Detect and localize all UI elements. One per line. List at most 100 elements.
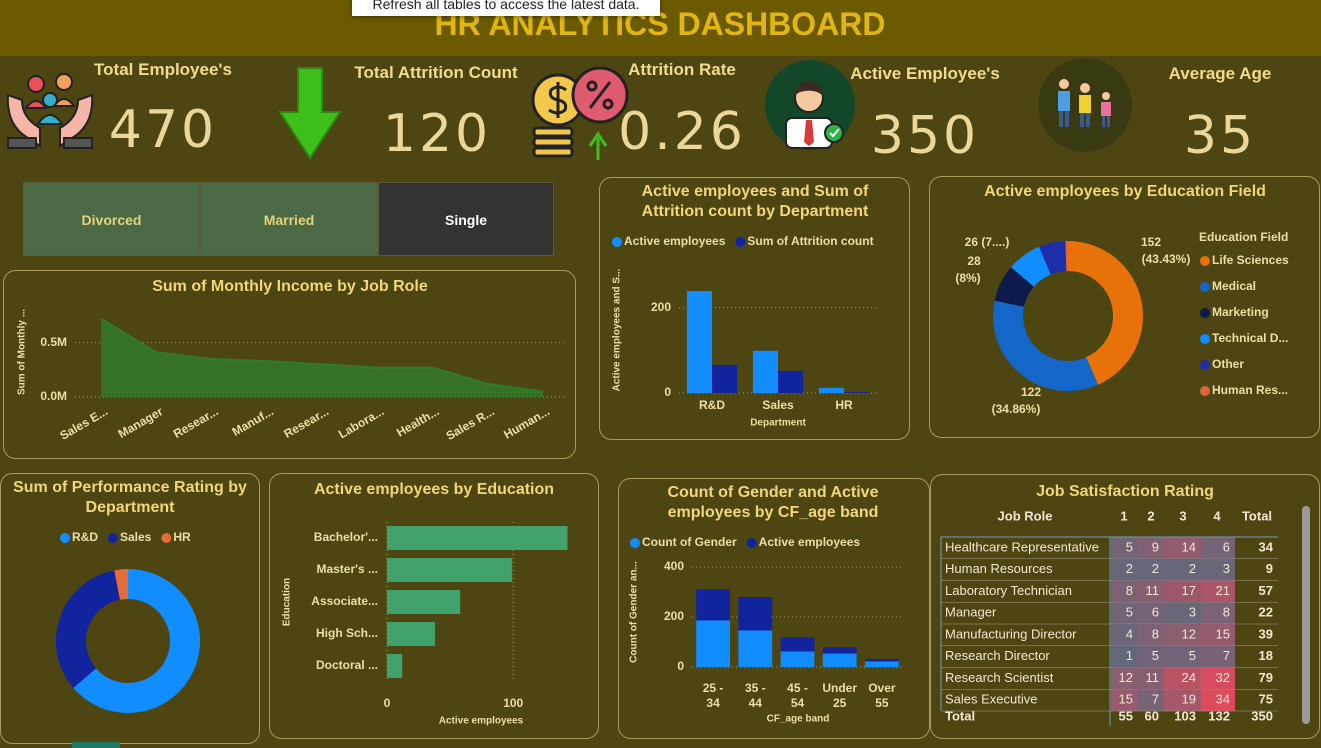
donut-slice bbox=[993, 300, 1099, 392]
legend-marker bbox=[1200, 386, 1210, 396]
heat-cell bbox=[1201, 558, 1235, 581]
cell-value: 8 bbox=[1152, 626, 1159, 641]
panel bbox=[930, 474, 1320, 739]
cell-value: 24 bbox=[1182, 670, 1196, 685]
cell-value: 32 bbox=[1216, 670, 1230, 685]
y-tick-label: Bachelor'... bbox=[314, 530, 378, 544]
heat-cell bbox=[1164, 689, 1201, 711]
cell-value: 5 bbox=[1189, 648, 1196, 663]
y-tick-label: High Sch... bbox=[316, 626, 378, 640]
legend-marker bbox=[1200, 334, 1210, 344]
data-label: (34.86%) bbox=[992, 402, 1041, 416]
bar bbox=[712, 364, 738, 393]
data-label: 152 bbox=[1141, 235, 1161, 249]
row-label: Healthcare Representative bbox=[945, 539, 1099, 554]
bar-segment bbox=[780, 651, 815, 667]
x-tick-label: 25 - 34 bbox=[702, 681, 724, 710]
bar-segment bbox=[738, 630, 773, 667]
legend-marker bbox=[746, 538, 757, 548]
x-tick-label: Health... bbox=[394, 404, 441, 439]
total-cell: Total bbox=[945, 708, 975, 723]
bar bbox=[778, 370, 804, 393]
donut-slice bbox=[994, 267, 1034, 307]
x-axis-label: Active employees bbox=[439, 716, 524, 727]
row-label: Sales Executive bbox=[945, 692, 1038, 707]
heat-cell bbox=[1201, 667, 1235, 690]
legend-marker bbox=[1200, 360, 1210, 370]
bar-segment bbox=[696, 589, 730, 621]
cell-value: 9 bbox=[1266, 561, 1273, 576]
y-tick-label: 400 bbox=[664, 559, 684, 573]
donut-slice bbox=[73, 569, 201, 714]
cell-value: 79 bbox=[1259, 670, 1273, 685]
cell-value: 5 bbox=[1152, 648, 1159, 663]
table-title: Job Satisfaction Rating bbox=[1036, 483, 1214, 500]
bar bbox=[752, 350, 778, 393]
panel bbox=[269, 473, 599, 739]
donut-slice bbox=[114, 569, 128, 600]
row-label: Research Scientist bbox=[945, 670, 1054, 685]
heat-cell bbox=[1111, 558, 1138, 581]
bar bbox=[387, 590, 461, 614]
kpi-value: 350 bbox=[870, 106, 980, 166]
bar-segment bbox=[738, 597, 773, 631]
x-tick-label: Human... bbox=[501, 404, 552, 441]
slicer-item[interactable]: Divorced bbox=[23, 182, 200, 256]
legend-label: Human Res... bbox=[1212, 383, 1288, 397]
total-cell: 350 bbox=[1251, 708, 1273, 723]
slicer-item[interactable]: Single bbox=[378, 182, 554, 256]
heat-cell bbox=[1201, 537, 1235, 559]
cell-value: 15 bbox=[1119, 692, 1133, 707]
heat-cell bbox=[1111, 602, 1138, 624]
heat-cell bbox=[1164, 602, 1201, 624]
x-axis-label: Department bbox=[750, 418, 806, 429]
cell-value: 12 bbox=[1119, 670, 1133, 685]
table-scrollbar[interactable] bbox=[1302, 506, 1310, 724]
chart-title: Active employees by Education bbox=[313, 481, 555, 498]
x-tick-label: 100 bbox=[503, 696, 523, 710]
cell-value: 2 bbox=[1126, 561, 1133, 576]
cell-value: 34 bbox=[1259, 539, 1274, 554]
heat-cell bbox=[1201, 689, 1235, 711]
x-tick-label: Sales E... bbox=[57, 404, 110, 442]
page-tab[interactable] bbox=[72, 742, 120, 748]
line bbox=[100, 317, 544, 393]
cell-value: 4 bbox=[1126, 626, 1133, 641]
legend-label: HR bbox=[173, 530, 191, 544]
bar-segment bbox=[780, 637, 815, 652]
x-tick-label: Sales R... bbox=[444, 404, 497, 443]
legend-marker bbox=[1200, 282, 1210, 292]
column-header: 4 bbox=[1213, 508, 1221, 523]
data-label: 122 bbox=[1021, 385, 1041, 399]
bar bbox=[686, 290, 712, 393]
x-tick-label: 45 - 54 bbox=[787, 681, 808, 710]
icon-rate bbox=[531, 66, 629, 160]
cell-value: 6 bbox=[1152, 605, 1159, 620]
y-axis-label: Education bbox=[282, 578, 293, 626]
legend-label: Sales bbox=[120, 530, 152, 544]
cell-value: 2 bbox=[1152, 561, 1159, 576]
legend-label: Life Sciences bbox=[1212, 253, 1289, 267]
heat-cell bbox=[1111, 667, 1138, 690]
bar bbox=[387, 558, 512, 582]
y-tick-label: 0.0M bbox=[40, 389, 67, 403]
bar bbox=[387, 526, 568, 550]
heat-cell bbox=[1138, 624, 1164, 646]
heat-cell bbox=[1111, 580, 1138, 603]
cell-value: 1 bbox=[1126, 648, 1133, 663]
y-tick-label: 200 bbox=[651, 300, 671, 314]
x-tick-label: Manuf... bbox=[230, 404, 276, 439]
legend-marker bbox=[630, 538, 640, 548]
y-tick-label: Associate... bbox=[311, 594, 378, 608]
bar bbox=[844, 392, 870, 393]
slicer-item[interactable]: Married bbox=[200, 182, 378, 256]
donut-slice bbox=[1011, 246, 1051, 287]
header bbox=[0, 0, 1321, 56]
y-tick-label: 0 bbox=[677, 659, 684, 673]
panel bbox=[0, 473, 260, 744]
icon-active bbox=[765, 60, 855, 150]
cell-value: 34 bbox=[1216, 692, 1230, 707]
heat-cell bbox=[1138, 689, 1164, 711]
